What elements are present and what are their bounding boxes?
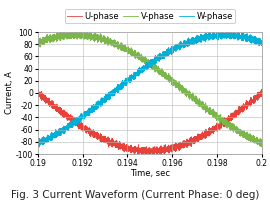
X-axis label: Time, sec: Time, sec [130,169,170,178]
V-phase [122,46,125,48]
V-phase [182,89,185,92]
U-phase [36,90,39,92]
W-phase [171,46,174,48]
V-phase [259,145,263,148]
V-phase [203,108,207,110]
Line: V-phase: V-phase [38,31,262,147]
W-phase [77,118,80,120]
V-phase [221,120,224,122]
U-phase [182,141,185,144]
Line: W-phase: W-phase [38,31,262,147]
W-phase [122,84,125,86]
U-phase [144,154,147,157]
W-phase [203,39,207,42]
W-phase [224,30,227,32]
U-phase [203,137,207,140]
V-phase [260,142,264,145]
U-phase [171,143,174,146]
U-phase [77,124,80,127]
V-phase [72,30,76,32]
W-phase [37,146,40,148]
Text: Fig. 3 Current Waveform (Current Phase: 0 deg): Fig. 3 Current Waveform (Current Phase: … [11,190,259,200]
W-phase [260,40,264,43]
W-phase [36,143,39,145]
U-phase [122,146,125,148]
Y-axis label: Current, A: Current, A [5,72,14,114]
V-phase [36,38,39,41]
U-phase [221,121,224,124]
U-phase [260,93,264,96]
W-phase [182,41,185,44]
U-phase [260,88,264,90]
Legend: U-phase, V-phase, W-phase: U-phase, V-phase, W-phase [65,9,235,23]
V-phase [77,35,80,37]
Line: U-phase: U-phase [38,89,262,155]
V-phase [171,83,174,85]
W-phase [221,36,224,38]
